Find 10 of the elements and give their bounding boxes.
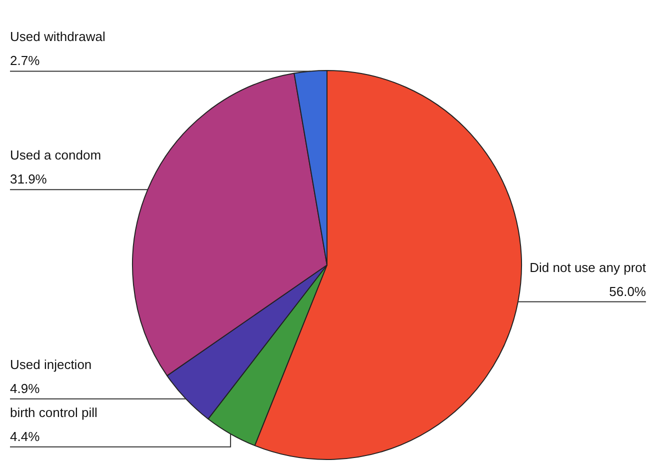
slice-label: Used withdrawal bbox=[10, 29, 106, 44]
slice-label: birth control pill bbox=[10, 404, 98, 420]
slice-label: Used injection bbox=[10, 356, 92, 372]
data-label: 4.9% bbox=[10, 380, 40, 396]
data-label: 4.4% bbox=[10, 428, 40, 444]
data-label: 2.7% bbox=[10, 53, 40, 68]
data-label: 31.9% bbox=[10, 172, 48, 187]
slice-label: Did not use any prot bbox=[530, 260, 646, 275]
slice-label: Used a condom bbox=[10, 148, 102, 163]
data-label: 56.0% bbox=[609, 284, 646, 299]
